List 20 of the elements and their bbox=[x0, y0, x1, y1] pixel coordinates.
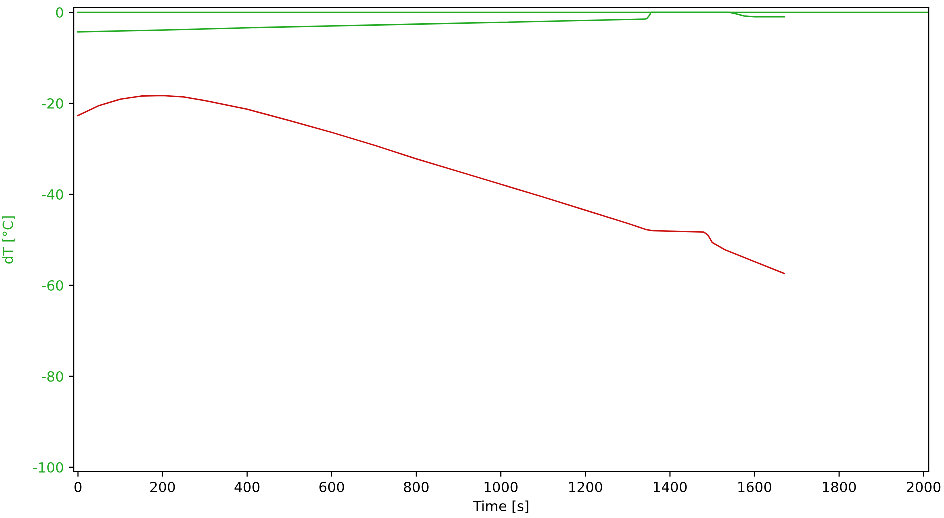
x-tick-label: 800 bbox=[404, 482, 429, 492]
y-tick-label: 0 bbox=[56, 8, 64, 18]
y-tick-label: -60 bbox=[42, 280, 64, 291]
y-tick-label: -80 bbox=[42, 371, 64, 382]
x-tick-label: 1400 bbox=[654, 482, 687, 492]
y-axis-title: dT [°C] bbox=[2, 216, 15, 264]
x-axis-title: Time [s] bbox=[473, 500, 529, 514]
x-tick-label: 1200 bbox=[570, 482, 602, 492]
x-tick-label: 2000 bbox=[907, 482, 941, 492]
x-tick-label: 1600 bbox=[738, 482, 772, 492]
x-tick-label: 1800 bbox=[823, 482, 856, 492]
x-tick-label: 200 bbox=[150, 482, 176, 492]
line-series bbox=[78, 95, 786, 274]
y-tick-label: -40 bbox=[42, 189, 64, 200]
x-tick-label: 400 bbox=[234, 482, 260, 492]
y-tick-label: -20 bbox=[42, 98, 64, 110]
x-tick-label: 600 bbox=[320, 482, 344, 492]
x-tick-label: 1000 bbox=[484, 482, 518, 492]
x-tick-label: 0 bbox=[74, 482, 82, 492]
y-tick-label: -100 bbox=[33, 462, 64, 473]
